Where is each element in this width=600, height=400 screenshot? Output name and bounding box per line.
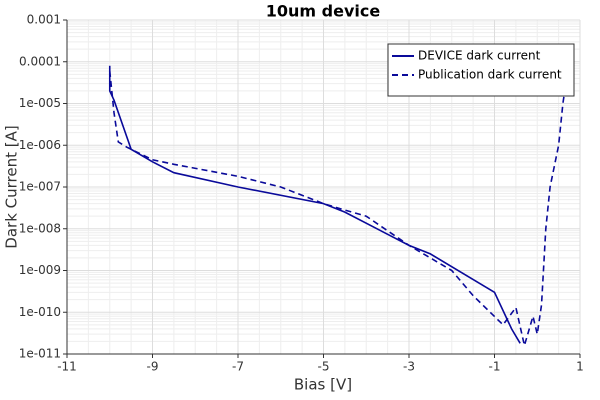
x-tick-label: 1 <box>576 360 584 374</box>
y-tick-label: 1e-005 <box>19 96 61 110</box>
y-tick-label: 1e-009 <box>19 263 61 277</box>
y-tick-label: 1e-008 <box>19 221 61 235</box>
x-tick-label: -5 <box>318 360 330 374</box>
x-tick-label: -7 <box>232 360 244 374</box>
x-tick-label: -3 <box>403 360 415 374</box>
data-line <box>108 65 521 344</box>
legend-label: Publication dark current <box>418 68 562 82</box>
legend-box <box>387 43 575 97</box>
x-axis-label: Bias [V] <box>294 376 352 394</box>
data-line <box>108 70 568 349</box>
y-tick-label: 0.001 <box>27 13 61 27</box>
x-tick-label: -9 <box>147 360 159 374</box>
y-tick-label: 1e-011 <box>19 347 61 361</box>
x-tick-label: -11 <box>57 360 77 374</box>
y-tick-label: 1e-006 <box>19 138 61 152</box>
legend-label: DEVICE dark current <box>418 49 541 63</box>
x-tick-label: -1 <box>489 360 501 374</box>
y-tick-label: 0.0001 <box>19 54 61 68</box>
chart-title: 10um device <box>266 2 381 21</box>
y-tick-label: 1e-010 <box>19 305 61 319</box>
y-tick-label: 1e-007 <box>19 180 61 194</box>
y-axis-label: Dark Current [A] <box>3 125 21 248</box>
